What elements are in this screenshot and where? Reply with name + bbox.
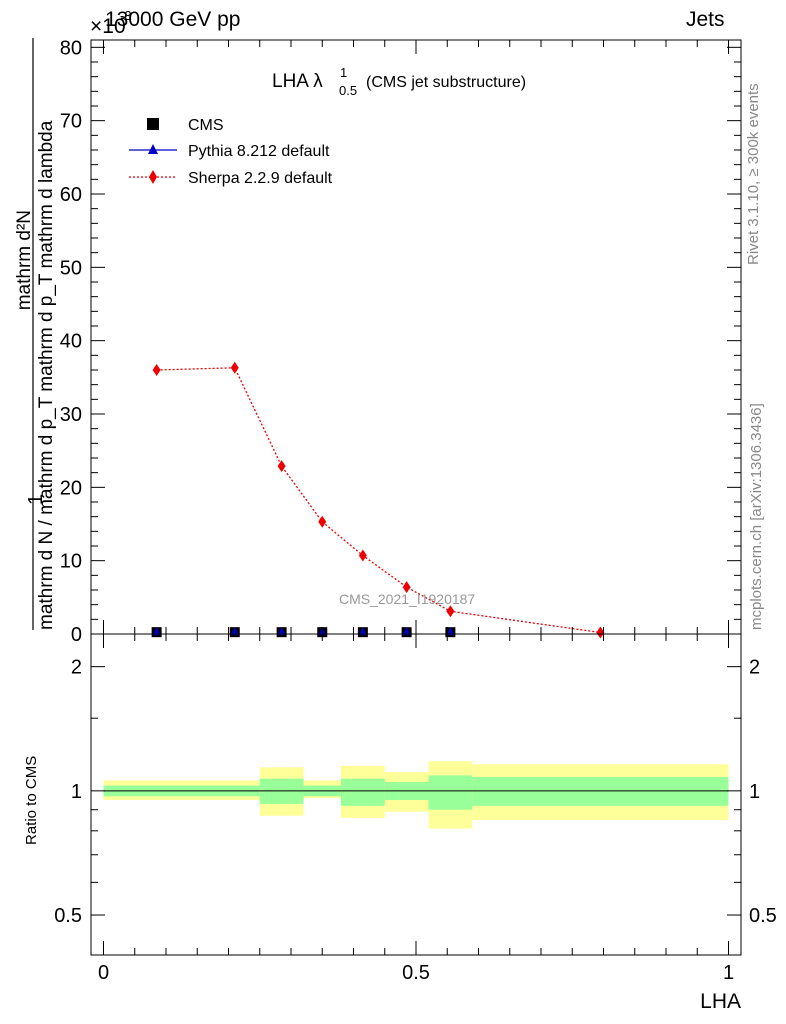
pythia-data-point — [446, 627, 455, 636]
ratio-band-green-5 — [428, 775, 473, 810]
y-tick-label: 0 — [71, 624, 82, 646]
watermark: CMS_2021_I1920187 — [339, 591, 475, 607]
ratio-y-tick-label: 0.5 — [54, 905, 82, 927]
ratio-y-tick-label-right: 0.5 — [749, 905, 777, 927]
pythia-data-point — [152, 627, 161, 636]
chart-title: LHA λ — [272, 71, 323, 92]
sherpa-series-line — [156, 367, 601, 634]
y-axis-label: 1 mathrm d²N mathrm d N / mathrm d p_T m… — [14, 38, 57, 630]
mcplots-label: mcplots.cern.ch [arXiv:1306.3436] — [748, 403, 765, 630]
sherpa-data-point — [152, 364, 161, 376]
ratio-y-tick-label-right: 1 — [749, 781, 760, 803]
pythia-data-point — [230, 627, 239, 636]
legend-cms-marker — [147, 118, 159, 130]
y-tick-label: 20 — [60, 477, 82, 499]
y-label-numerator: mathrm d²N — [14, 210, 35, 310]
pythia-data-point — [402, 627, 411, 636]
sherpa-data-point — [318, 515, 327, 528]
y-label-prefix: 1 — [25, 494, 47, 505]
sherpa-data-point — [402, 581, 411, 594]
process-label: 13000 GeV pp — [105, 8, 241, 31]
chart-title-superscript: 1 — [340, 65, 347, 80]
sherpa-data-point — [596, 626, 605, 639]
y-tick-label: 70 — [60, 111, 82, 133]
y-label-denominator: mathrm d N / mathrm d p_T mathrm d p_T m… — [36, 120, 57, 630]
legend-entry-label: Pythia 8.212 default — [188, 143, 330, 160]
ratio-band-green-3 — [341, 778, 385, 806]
sherpa-data-point — [277, 460, 286, 473]
rivet-label: Rivet 3.1.10, ≥ 300k events — [745, 83, 762, 265]
chart-subtitle: (CMS jet substructure) — [366, 74, 526, 91]
x-tick-label: 1 — [723, 962, 734, 984]
x-tick-label: 0 — [98, 962, 109, 984]
legend-pythia-marker — [148, 144, 158, 154]
y-tick-label: 40 — [60, 331, 82, 353]
sherpa-data-point — [230, 361, 239, 374]
sherpa-data-point — [446, 605, 455, 618]
ratio-y-tick-label: 2 — [71, 657, 82, 679]
y-multiplier-base: ×10 — [90, 15, 126, 38]
y-tick-label: 50 — [60, 257, 82, 279]
y-tick-label: 10 — [60, 551, 82, 573]
legend-entry-label: Sherpa 2.2.9 default — [188, 170, 333, 187]
observable-group-label: Jets — [686, 8, 725, 31]
x-tick-label: 0.5 — [402, 962, 430, 984]
x-axis-label: LHA — [700, 990, 741, 1013]
chart-title-subscript: 0.5 — [339, 83, 357, 98]
sherpa-data-point — [358, 549, 367, 562]
y-tick-label: 80 — [60, 37, 82, 59]
ratio-y-tick-label: 1 — [71, 781, 82, 803]
ratio-band-green-6 — [472, 777, 729, 806]
legend-entry-label: CMS — [188, 117, 224, 134]
y-multiplier-exponent: -3 — [120, 8, 132, 23]
svg-text:Ratio to CMS: Ratio to CMS — [23, 756, 40, 845]
ratio-y-tick-label-right: 2 — [749, 657, 760, 679]
y-tick-label: 30 — [60, 404, 82, 426]
pythia-data-point — [277, 627, 286, 636]
pythia-data-point — [358, 627, 367, 636]
y-tick-label: 60 — [60, 184, 82, 206]
legend-sherpa-marker — [149, 170, 157, 184]
ratio-y-label: Ratio to CMS — [23, 756, 40, 845]
